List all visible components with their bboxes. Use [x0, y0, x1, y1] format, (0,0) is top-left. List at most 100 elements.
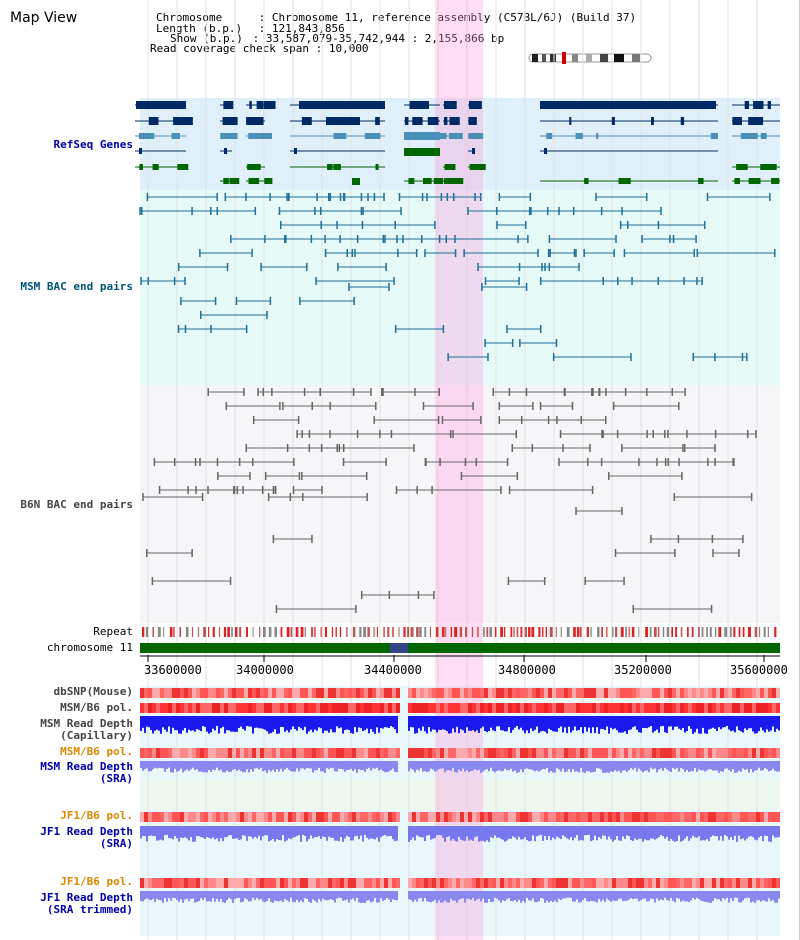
jf1-pol-trim-cell [292, 878, 296, 888]
msm-depth-sra-bar [530, 761, 532, 770]
msm-pol-cell [516, 703, 520, 713]
dbsnp-cell [756, 688, 760, 698]
msm-depth-sra-bar [664, 761, 666, 768]
jf1-pol-trim-cell [444, 878, 448, 888]
jf1-depth-trim-bar [198, 891, 200, 902]
msm-pol-sra-cell [280, 748, 284, 758]
gene-exon [734, 178, 740, 184]
jf1-depth-sra-bar [384, 826, 386, 835]
jf1-depth-trim-bar [548, 891, 550, 903]
msm-depth-cap-bar [386, 716, 388, 728]
repeat-mark [758, 627, 761, 637]
jf1-pol-trim-cell [556, 878, 560, 888]
jf1-pol-cell [508, 812, 512, 822]
jf1-depth-trim-bar [530, 891, 532, 901]
msm-depth-sra-bar [334, 761, 336, 772]
jf1-depth-trim-bar [680, 891, 682, 902]
jf1-depth-sra-bar [744, 826, 746, 841]
dbsnp-cell [564, 688, 568, 698]
chromosome-ideogram[interactable] [528, 52, 652, 64]
dbsnp-cell [184, 688, 188, 698]
jf1-depth-trim-bar [280, 891, 282, 901]
gene-exon [422, 178, 431, 184]
msm-pol-sra-cell [720, 748, 724, 758]
msm-pol-sra-cell [688, 748, 692, 758]
dbsnp-cell [572, 688, 576, 698]
msm-depth-cap-bar [682, 716, 684, 728]
jf1-depth-sra-bar [436, 826, 438, 836]
msm-pol-cell [204, 703, 208, 713]
jf1-depth-sra-bar [354, 826, 356, 837]
jf1-depth-trim-bar [170, 891, 172, 901]
jf1-depth-sra-bar [438, 826, 440, 835]
jf1-depth-sra-bar [644, 826, 646, 840]
msm-depth-cap-bar [168, 716, 170, 727]
msm-depth-sra-bar [638, 761, 640, 769]
msm-depth-sra-bar [356, 761, 358, 773]
msm-pol-sra-cell [616, 748, 620, 758]
msm-depth-cap-bar [586, 716, 588, 732]
msm-depth-cap-bar [738, 716, 740, 731]
msm-depth-sra-bar [328, 761, 330, 770]
jf1-depth-sra-bar [712, 826, 714, 836]
msm-depth-cap-bar [636, 716, 638, 730]
msm-depth-sra-bar [732, 761, 734, 770]
repeat-mark [163, 627, 165, 637]
msm-pol-sra-cell [248, 748, 252, 758]
jf1-depth-sra-bar [560, 826, 562, 840]
msm-depth-sra-bar [610, 761, 612, 772]
msm-depth-cap-bar [418, 716, 420, 729]
jf1-depth-trim-bar [192, 891, 194, 899]
jf1-pol-cell [336, 812, 340, 822]
jf1-depth-trim-bar [726, 891, 728, 898]
jf1-depth-trim-bar [560, 891, 562, 900]
gene-block [352, 178, 360, 185]
jf1-depth-sra-bar [244, 826, 246, 836]
msm-pol-cell [388, 703, 392, 713]
msm-depth-cap-bar [638, 716, 640, 733]
jf1-depth-trim-bar [376, 891, 378, 903]
b6n-bac-label[interactable]: B6N BAC end pairs [20, 498, 133, 511]
refseq-genes-label[interactable]: RefSeq Genes [53, 138, 133, 151]
msm-depth-cap-bar [420, 716, 422, 731]
msm-depth-sra-bar [538, 761, 540, 772]
jf1-depth-sra-bar [636, 826, 638, 841]
jf1-depth-trim-bar [272, 891, 274, 903]
repeat-mark [687, 627, 689, 637]
jf1-depth-trim-bar [468, 891, 470, 899]
jf1-depth-trim-bar [350, 891, 352, 900]
msm-depth-sra-bar [600, 761, 602, 770]
msm-depth-cap-bar [146, 716, 148, 727]
msm-pol-cell [528, 703, 532, 713]
dbsnp-cell [212, 688, 216, 698]
msm-depth-sra-bar [162, 761, 164, 769]
jf1-depth-trim-bar [466, 891, 468, 899]
msm-pol-cell [196, 703, 200, 713]
msm-depth-cap-bar [752, 716, 754, 732]
msm-depth-cap-bar [344, 716, 346, 731]
dbsnp-cell [732, 688, 736, 698]
jf1-depth-sra-bar [378, 826, 380, 842]
msm-depth-cap-bar [590, 716, 592, 734]
msm-depth-sra-bar [206, 761, 208, 773]
msm-depth-cap-bar [250, 716, 252, 727]
msm-pol-cell [600, 703, 604, 713]
msm-depth-sra-bar [208, 761, 210, 771]
dbsnp-cell [616, 688, 620, 698]
jf1-read-depth-sra-label: JF1 Read Depth [40, 825, 133, 838]
msm-depth-cap-bar [510, 716, 512, 733]
gene-exon [732, 117, 742, 125]
jf1-depth-sra-bar [520, 826, 522, 840]
jf1-depth-trim-bar [308, 891, 310, 902]
msm-bac-label[interactable]: MSM BAC end pairs [20, 280, 133, 293]
msm-depth-sra-bar [186, 761, 188, 770]
jf1-depth-sra-bar [336, 826, 338, 841]
msm-pol-sra-cell [516, 748, 520, 758]
jf1-depth-sra-bar [350, 826, 352, 841]
msm-pol-sra-cell [768, 748, 772, 758]
msm-pol-sra-cell [544, 748, 548, 758]
jf1-pol-trim-cell [492, 878, 496, 888]
jf1-pol-cell [292, 812, 296, 822]
repeat-mark [169, 627, 173, 637]
